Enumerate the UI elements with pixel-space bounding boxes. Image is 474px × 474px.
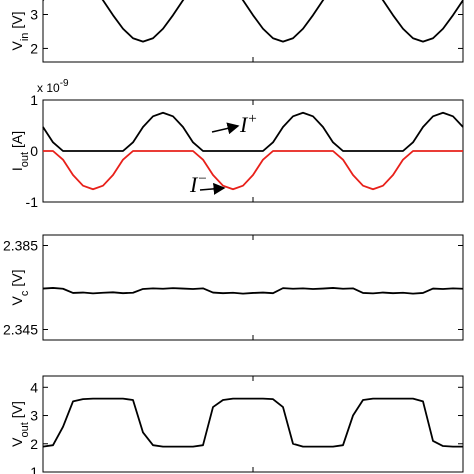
- series-annotation-sup: +: [247, 111, 257, 127]
- series-line: [42, 287, 464, 295]
- y-axis-label: Vc [V]: [9, 270, 31, 306]
- series-line: [42, 111, 464, 152]
- y-tick-label: -1: [26, 194, 39, 210]
- y-axis-label-sub: out: [19, 422, 31, 437]
- series-line: [42, 397, 463, 448]
- y-axis-label-main: V: [9, 437, 25, 447]
- plot-frame: [42, 234, 464, 341]
- annotation-arrow: [211, 122, 240, 135]
- y-axis-label: Vout [V]: [9, 401, 31, 447]
- series-annotation-sup: −: [197, 171, 207, 187]
- series-annotation: I−: [189, 171, 207, 197]
- y-axis-label: Iout [A]: [9, 131, 31, 171]
- y-tick-label: 2: [30, 40, 38, 56]
- axis-multiplier: x 10-9: [37, 78, 69, 95]
- y-axis-label-unit: [A]: [9, 131, 25, 148]
- y-tick-label: 2.385: [3, 238, 38, 254]
- y-axis-label-unit: [V]: [9, 270, 25, 287]
- y-axis-label-unit: [V]: [9, 401, 25, 418]
- annotation-arrow: [199, 182, 226, 195]
- y-tick-label: 0: [30, 143, 38, 159]
- y-tick-label: 1: [30, 92, 38, 108]
- y-tick-label: 4: [30, 379, 38, 395]
- series-line: [42, 0, 464, 43]
- y-axis-label-main: I: [9, 167, 25, 171]
- y-axis-label-main: V: [9, 295, 25, 305]
- y-axis-label-sub: in: [19, 33, 31, 42]
- series-annotation-main: I: [239, 112, 249, 137]
- y-tick-label: 2.345: [3, 322, 38, 338]
- y-axis-label-unit: [V]: [9, 11, 25, 28]
- series-annotation-main: I: [189, 172, 199, 197]
- series-line: [43, 150, 463, 191]
- y-axis-label-sub: out: [19, 152, 31, 167]
- y-tick-label: 3: [30, 7, 38, 23]
- axis-multiplier-exp: -9: [60, 78, 69, 89]
- y-tick-label: 3: [30, 408, 38, 424]
- series-annotation: I+: [239, 111, 257, 137]
- y-axis-label-main: V: [9, 41, 25, 51]
- axis-multiplier-base: x 10: [37, 81, 60, 95]
- y-tick-label: 2: [30, 436, 38, 452]
- plot-frame: [42, 375, 464, 473]
- y-axis-label-sub: c: [19, 290, 31, 296]
- y-axis-label: Vin [V]: [9, 11, 31, 50]
- plot-frame: [42, 0, 464, 63]
- y-tick-label: 1: [30, 464, 38, 474]
